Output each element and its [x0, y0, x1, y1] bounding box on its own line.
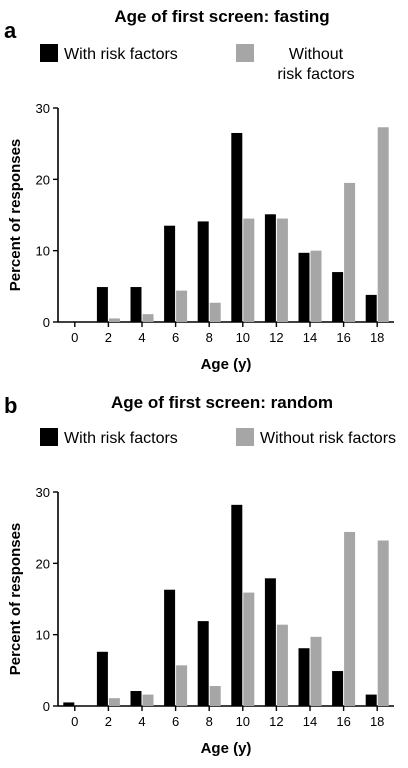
bar-a-with-risk-age-10	[231, 132, 243, 322]
x-tick-label-a-8: 8	[206, 330, 213, 345]
bar-a-with-risk-age-4	[130, 287, 142, 322]
x-axis-label-a: Age (y)	[201, 356, 252, 373]
x-tick-label-a-0: 0	[71, 330, 78, 345]
bar-b-without-risk-age-6	[176, 665, 188, 706]
x-tick-label-a-2: 2	[105, 330, 112, 345]
chart-title-a: Age of first screen: fasting	[114, 7, 329, 26]
legend-label-without-risk-a-line2: risk factors	[277, 66, 354, 83]
bar-a-without-risk-age-2	[108, 318, 120, 322]
bar-a-without-risk-age-14	[310, 250, 322, 322]
bar-b-without-risk-age-8	[209, 686, 221, 706]
y-tick-label-a-20: 20	[36, 172, 50, 187]
bar-b-without-risk-age-12	[276, 624, 288, 706]
bar-b-with-risk-age-14	[298, 648, 310, 706]
plot-area-b: 0 10 20 30 0 2 4 6 8 10 12 14 16 18 Age (y) Percent of …	[7, 485, 394, 757]
bar-b-with-risk-age-10	[231, 504, 243, 706]
bar-b-with-risk-age-16	[332, 671, 344, 706]
x-tick-label-b-16: 16	[336, 714, 350, 729]
x-tick-label-b-18: 18	[370, 714, 384, 729]
x-tick-label-b-8: 8	[206, 714, 213, 729]
bar-a-without-risk-age-10	[243, 218, 255, 322]
y-tick-label-a-0: 0	[43, 315, 50, 330]
legend-label-without-risk-b: Without risk factors	[260, 430, 396, 447]
bar-a-without-risk-age-4	[142, 314, 154, 322]
chart-panel-a: a Age of first screen: fasting With risk…	[4, 7, 394, 373]
bar-b-with-risk-age-2	[96, 651, 108, 706]
bar-a-with-risk-age-8	[197, 221, 209, 322]
x-tick-label-b-6: 6	[172, 714, 179, 729]
bar-a-without-risk-age-12	[276, 218, 288, 322]
y-tick-label-b-0: 0	[43, 699, 50, 714]
x-tick-label-b-2: 2	[105, 714, 112, 729]
y-tick-label-a-30: 30	[36, 101, 50, 116]
x-tick-label-b-0: 0	[71, 714, 78, 729]
panel-letter-a: a	[4, 18, 17, 43]
bar-b-without-risk-age-4	[142, 694, 154, 706]
y-tick-label-b-30: 30	[36, 485, 50, 500]
bar-b-without-risk-age-10	[243, 592, 255, 706]
y-tick-label-b-20: 20	[36, 556, 50, 571]
chart-title-b: Age of first screen: random	[111, 393, 333, 412]
x-tick-label-a-10: 10	[236, 330, 250, 345]
x-axis-label-b: Age (y)	[201, 740, 252, 757]
x-tick-label-a-12: 12	[269, 330, 283, 345]
bar-b-with-risk-age-12	[264, 578, 276, 706]
bar-a-with-risk-age-6	[164, 225, 176, 322]
y-tick-label-a-10: 10	[36, 244, 50, 259]
panel-letter-b: b	[4, 393, 17, 418]
x-tick-label-b-12: 12	[269, 714, 283, 729]
bar-a-without-risk-age-8	[209, 302, 221, 322]
legend-swatch-with-risk-b	[40, 428, 58, 446]
bar-a-without-risk-age-16	[344, 182, 356, 322]
legend-label-with-risk-b: With risk factors	[64, 430, 178, 447]
y-tick-label-b-10: 10	[36, 628, 50, 643]
y-axis-label-b: Percent of responses	[7, 523, 24, 676]
bar-a-with-risk-age-2	[96, 287, 108, 322]
x-tick-label-a-4: 4	[138, 330, 145, 345]
bar-b-without-risk-age-14	[310, 636, 322, 706]
bar-b-with-risk-age-6	[164, 589, 176, 706]
chart-b-svg: b Age of first screen: random With risk …	[4, 393, 396, 757]
bar-b-with-risk-age-0	[63, 702, 75, 706]
bar-a-without-risk-age-6	[176, 290, 188, 322]
x-tick-label-b-14: 14	[303, 714, 317, 729]
bar-b-with-risk-age-8	[197, 621, 209, 706]
legend-swatch-without-risk-b	[236, 428, 254, 446]
chart-a-svg: a Age of first screen: fasting With risk…	[4, 7, 394, 373]
legend-swatch-without-risk-a	[236, 44, 254, 62]
bar-a-with-risk-age-12	[264, 214, 276, 322]
bar-a-with-risk-age-18	[365, 294, 377, 322]
legend-label-without-risk-a-line1: Without	[289, 46, 344, 63]
bar-b-with-risk-age-18	[365, 694, 377, 706]
legend-label-with-risk-a: With risk factors	[64, 46, 178, 63]
bar-b-with-risk-age-4	[130, 691, 142, 706]
x-tick-label-a-14: 14	[303, 330, 317, 345]
x-tick-label-a-18: 18	[370, 330, 384, 345]
x-tick-label-a-16: 16	[336, 330, 350, 345]
chart-panel-b: b Age of first screen: random With risk …	[0, 384, 408, 768]
bar-b-without-risk-age-16	[344, 531, 356, 706]
plot-area-a: 0 10 20 30 0 2 4 6 8 10 12 14 16 18 Age (y) Percent of …	[7, 101, 394, 373]
bar-a-without-risk-age-18	[377, 127, 389, 322]
bar-a-with-risk-age-16	[332, 272, 344, 322]
bar-b-without-risk-age-2	[108, 698, 120, 706]
y-axis-label-a: Percent of responses	[7, 139, 24, 292]
x-tick-label-b-4: 4	[138, 714, 145, 729]
bar-a-with-risk-age-14	[298, 252, 310, 322]
x-tick-label-b-10: 10	[236, 714, 250, 729]
legend-swatch-with-risk-a	[40, 44, 58, 62]
x-tick-label-a-6: 6	[172, 330, 179, 345]
bar-b-without-risk-age-18	[377, 540, 389, 706]
